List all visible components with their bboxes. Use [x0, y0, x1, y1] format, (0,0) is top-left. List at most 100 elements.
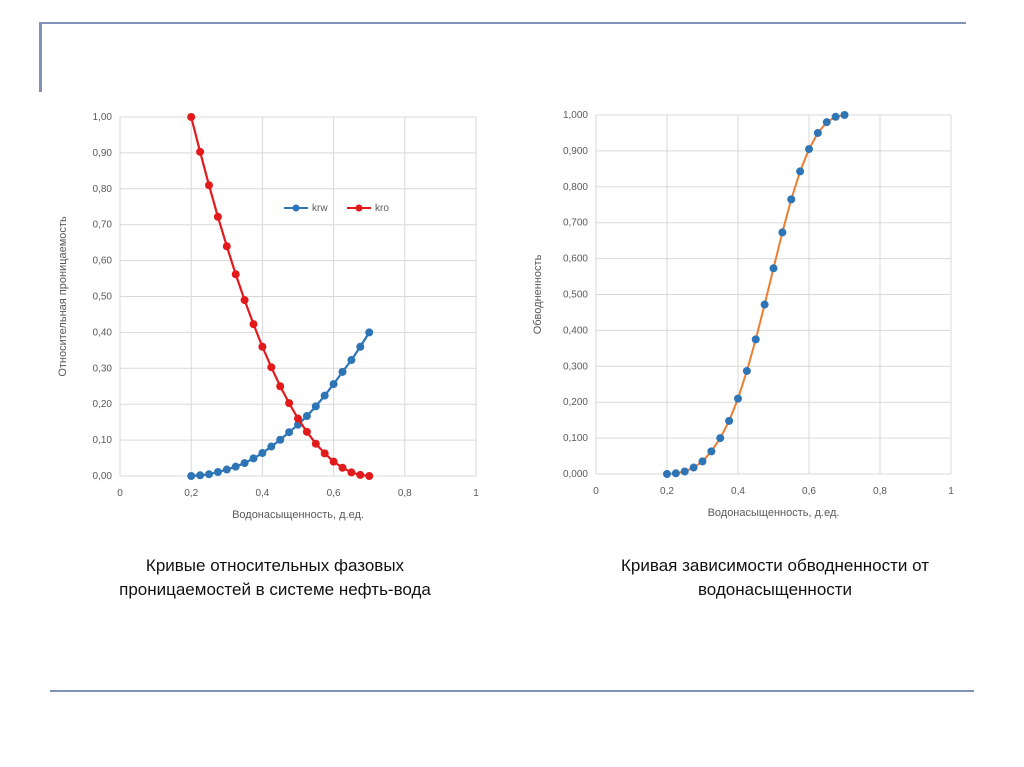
y-tick-label: 1,00	[93, 112, 113, 123]
y-tick-label: 0,30	[93, 363, 113, 374]
data-point-kro	[329, 457, 338, 466]
x-axis-label: Водонасыщенность, д.ед.	[708, 507, 840, 519]
x-axis-label: Водонасыщенность, д.ед.	[232, 509, 364, 521]
data-point-krw	[347, 356, 356, 365]
y-tick-label: 0,800	[563, 182, 588, 193]
y-tick-label: 0,600	[563, 254, 588, 265]
y-tick-label: 0,200	[563, 397, 588, 408]
data-point-krw	[320, 391, 329, 400]
data-point-kro	[213, 212, 222, 221]
data-point-kro	[240, 296, 249, 305]
data-point-krw	[231, 462, 240, 471]
data-point-kro	[222, 242, 231, 251]
y-tick-label: 0,700	[563, 218, 588, 229]
data-point-kro	[356, 470, 365, 479]
legend-marker-kro	[355, 204, 363, 212]
data-point-fw	[725, 416, 734, 425]
data-point-fw	[787, 195, 796, 204]
x-tick-label: 1	[948, 486, 954, 497]
data-point-fw	[742, 366, 751, 375]
y-tick-label: 0,000	[563, 469, 588, 480]
left-rule	[39, 22, 42, 92]
data-point-krw	[356, 342, 365, 351]
data-point-kro	[267, 363, 276, 372]
y-tick-label: 0,20	[93, 399, 113, 410]
data-point-kro	[187, 113, 196, 121]
data-point-kro	[302, 427, 311, 436]
data-point-krw	[302, 412, 311, 421]
data-point-kro	[294, 414, 302, 423]
data-point-krw	[205, 470, 213, 479]
y-axis-label: Относительная проницаемость	[57, 216, 69, 377]
data-point-fw	[698, 457, 707, 466]
x-tick-label: 1	[473, 488, 479, 499]
left-caption: Кривые относительных фазовых проницаемос…	[40, 554, 510, 602]
data-point-fw	[831, 112, 840, 121]
data-point-fw	[707, 447, 716, 456]
data-point-fw	[796, 167, 805, 176]
right-caption: Кривая зависимости обводненности от водо…	[540, 554, 1010, 602]
data-point-fw	[822, 118, 831, 127]
y-tick-label: 0,900	[563, 146, 588, 157]
data-point-krw	[258, 449, 267, 458]
data-point-kro	[347, 468, 356, 477]
x-tick-label: 0	[593, 486, 599, 497]
data-point-krw	[311, 402, 320, 411]
x-tick-label: 0,2	[184, 488, 198, 499]
y-tick-label: 0,10	[93, 435, 113, 446]
data-point-kro	[285, 399, 294, 408]
data-point-kro	[249, 320, 258, 329]
data-point-krw	[249, 454, 258, 463]
y-tick-label: 0,40	[93, 327, 113, 338]
data-point-krw	[365, 328, 374, 337]
data-point-krw	[213, 468, 222, 477]
x-tick-label: 0,8	[398, 488, 412, 499]
data-point-krw	[338, 367, 347, 376]
data-point-krw	[329, 380, 338, 389]
y-tick-label: 0,60	[93, 256, 113, 267]
data-point-fw	[663, 470, 671, 478]
data-point-krw	[196, 471, 205, 480]
y-tick-label: 0,70	[93, 220, 113, 231]
top-rule	[40, 22, 966, 24]
data-point-kro	[205, 181, 213, 190]
legend-marker-krw	[292, 204, 300, 212]
x-tick-label: 0,6	[802, 486, 816, 497]
data-point-krw	[240, 459, 249, 468]
data-point-fw	[840, 111, 849, 119]
y-tick-label: 0,500	[563, 290, 588, 301]
y-tick-label: 0,00	[93, 471, 113, 482]
data-point-fw	[734, 394, 742, 403]
y-tick-label: 0,50	[93, 292, 113, 303]
x-tick-label: 0,4	[255, 488, 269, 499]
x-tick-label: 0,8	[873, 486, 887, 497]
x-tick-label: 0,4	[731, 486, 745, 497]
x-tick-label: 0,2	[660, 486, 674, 497]
data-point-fw	[680, 467, 689, 476]
data-point-kro	[258, 342, 267, 351]
data-point-krw	[276, 435, 285, 444]
y-tick-label: 0,100	[563, 433, 588, 444]
data-point-fw	[689, 463, 698, 472]
bottom-rule	[50, 690, 974, 692]
data-point-fw	[813, 128, 822, 137]
data-point-kro	[276, 382, 285, 391]
data-point-kro	[231, 270, 240, 279]
y-tick-label: 0,80	[93, 184, 113, 195]
data-point-krw	[187, 472, 196, 480]
y-tick-label: 0,400	[563, 325, 588, 336]
data-point-kro	[320, 449, 329, 458]
y-tick-label: 0,300	[563, 361, 588, 372]
data-point-fw	[778, 228, 787, 237]
data-point-kro	[311, 439, 320, 448]
data-point-fw	[769, 264, 778, 273]
data-point-krw	[285, 428, 294, 437]
data-point-kro	[338, 463, 347, 472]
y-tick-label: 1,000	[563, 110, 588, 121]
data-point-kro	[196, 147, 205, 156]
data-point-krw	[267, 442, 276, 451]
legend-label-kro: kro	[375, 203, 389, 214]
right-caption-line1: Кривая зависимости обводненности от	[621, 556, 929, 575]
x-tick-label: 0,6	[327, 488, 341, 499]
